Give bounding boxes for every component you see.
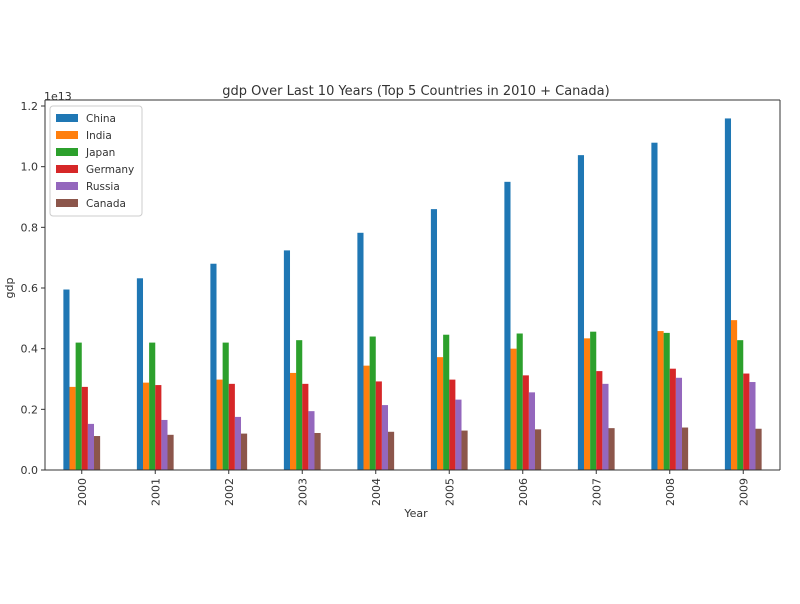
legend-swatch-china bbox=[56, 114, 78, 122]
y-tick-label-1.2: 1.2 bbox=[21, 100, 39, 113]
bar-russia-2008 bbox=[675, 377, 683, 470]
bar-china-2003 bbox=[283, 250, 291, 470]
bar-canada-2006 bbox=[535, 429, 542, 470]
legend-label-japan: Japan bbox=[85, 147, 115, 159]
bar-canada-2002 bbox=[241, 433, 248, 470]
legend-label-india: India bbox=[86, 130, 112, 142]
bar-russia-2009 bbox=[749, 382, 756, 470]
bar-japan-2000 bbox=[75, 342, 82, 470]
bar-russia-2007 bbox=[602, 383, 609, 470]
x-tick-label-2004: 2004 bbox=[370, 478, 383, 506]
ticks-layer: 0.0 0.2 0.4 0.6 0.8 1.0 1.2 2000 2001 2002 2003 200… bbox=[21, 100, 751, 506]
axes-layer bbox=[44, 99, 781, 471]
bar-germany-2006 bbox=[522, 375, 529, 470]
x-tick-label-2002: 2002 bbox=[223, 478, 236, 506]
x-tick-label-2001: 2001 bbox=[149, 478, 162, 506]
bar-russia-2006 bbox=[528, 392, 536, 470]
x-tick-label-2008: 2008 bbox=[664, 478, 677, 506]
y-tick-label-1.0: 1.0 bbox=[21, 161, 39, 174]
bar-canada-2003 bbox=[314, 432, 321, 470]
x-tick-label-2006: 2006 bbox=[517, 478, 530, 506]
bar-china-2004 bbox=[357, 232, 364, 470]
bar-india-2006 bbox=[510, 348, 517, 470]
bar-germany-2005 bbox=[449, 379, 456, 470]
bar-india-2000 bbox=[69, 386, 76, 470]
bar-russia-2005 bbox=[455, 399, 462, 470]
bar-japan-2003 bbox=[296, 340, 303, 470]
y-axis-label: gdp bbox=[3, 278, 16, 299]
bar-russia-2004 bbox=[381, 405, 389, 470]
bar-india-2001 bbox=[143, 382, 150, 470]
y-tick-label-0.2: 0.2 bbox=[21, 403, 39, 416]
x-tick-label-2009: 2009 bbox=[737, 478, 750, 506]
bar-russia-2001 bbox=[161, 419, 168, 470]
bar-canada-2008 bbox=[682, 427, 689, 470]
bar-germany-2009 bbox=[743, 373, 750, 470]
bar-canada-2007 bbox=[608, 428, 615, 470]
bar-canada-2001 bbox=[167, 434, 174, 470]
bar-india-2007 bbox=[584, 338, 591, 470]
bar-japan-2004 bbox=[369, 336, 376, 470]
legend-label-china: China bbox=[86, 113, 116, 125]
bar-canada-2004 bbox=[388, 431, 395, 470]
bar-germany-2002 bbox=[228, 383, 235, 470]
y-tick-label-0.0: 0.0 bbox=[21, 464, 39, 477]
x-tick-label-2003: 2003 bbox=[296, 478, 309, 506]
bar-japan-2002 bbox=[222, 342, 229, 470]
bar-india-2002 bbox=[216, 379, 223, 470]
bar-india-2005 bbox=[437, 357, 444, 470]
legend-swatch-russia bbox=[56, 182, 78, 190]
bar-china-2007 bbox=[577, 155, 585, 470]
bar-china-2008 bbox=[651, 142, 658, 470]
bar-japan-2008 bbox=[663, 332, 670, 470]
bar-canada-2005 bbox=[461, 430, 468, 470]
bar-india-2004 bbox=[363, 365, 370, 470]
bar-japan-2006 bbox=[516, 333, 523, 470]
x-tick-label-2005: 2005 bbox=[443, 478, 456, 506]
bar-india-2003 bbox=[290, 372, 297, 470]
bar-canada-2009 bbox=[755, 428, 762, 470]
bar-china-2002 bbox=[210, 263, 217, 470]
bar-russia-2003 bbox=[308, 411, 315, 470]
bar-china-2005 bbox=[430, 209, 438, 470]
bars-layer bbox=[63, 118, 762, 470]
x-axis-label: Year bbox=[403, 507, 428, 520]
bar-india-2009 bbox=[731, 320, 738, 470]
x-tick-label-2000: 2000 bbox=[76, 478, 89, 506]
y-axis-offset-label: 1e13 bbox=[44, 90, 72, 103]
bar-russia-2000 bbox=[87, 423, 95, 470]
bar-china-2000 bbox=[63, 289, 70, 470]
bar-germany-2004 bbox=[375, 381, 382, 470]
bar-germany-2003 bbox=[302, 383, 309, 470]
bar-india-2008 bbox=[657, 331, 664, 470]
y-tick-label-0.6: 0.6 bbox=[21, 282, 39, 295]
y-tick-label-0.8: 0.8 bbox=[21, 221, 39, 234]
bar-china-2009 bbox=[724, 118, 732, 470]
legend: China India Japan Germany Russia Canada bbox=[49, 105, 143, 217]
bar-japan-2009 bbox=[737, 340, 744, 470]
bar-germany-2000 bbox=[81, 386, 88, 470]
legend-label-canada: Canada bbox=[86, 198, 126, 210]
bar-canada-2000 bbox=[94, 436, 101, 470]
chart-title: gdp Over Last 10 Years (Top 5 Countries … bbox=[222, 84, 609, 99]
legend-label-russia: Russia bbox=[86, 181, 120, 193]
legend-swatch-india bbox=[56, 131, 78, 139]
legend-swatch-canada bbox=[56, 199, 78, 207]
y-tick-label-0.4: 0.4 bbox=[21, 343, 39, 356]
bar-japan-2005 bbox=[443, 334, 450, 470]
bar-germany-2007 bbox=[596, 371, 603, 470]
bar-japan-2001 bbox=[149, 342, 156, 470]
bar-china-2006 bbox=[504, 181, 511, 470]
x-tick-label-2007: 2007 bbox=[590, 478, 603, 506]
bar-germany-2008 bbox=[669, 368, 676, 470]
bar-japan-2007 bbox=[590, 331, 597, 470]
legend-label-germany: Germany bbox=[86, 164, 134, 176]
bar-china-2001 bbox=[136, 278, 144, 470]
bar-germany-2001 bbox=[155, 385, 162, 470]
legend-swatch-japan bbox=[56, 148, 78, 156]
bar-russia-2002 bbox=[234, 416, 242, 470]
legend-swatch-germany bbox=[56, 165, 78, 173]
